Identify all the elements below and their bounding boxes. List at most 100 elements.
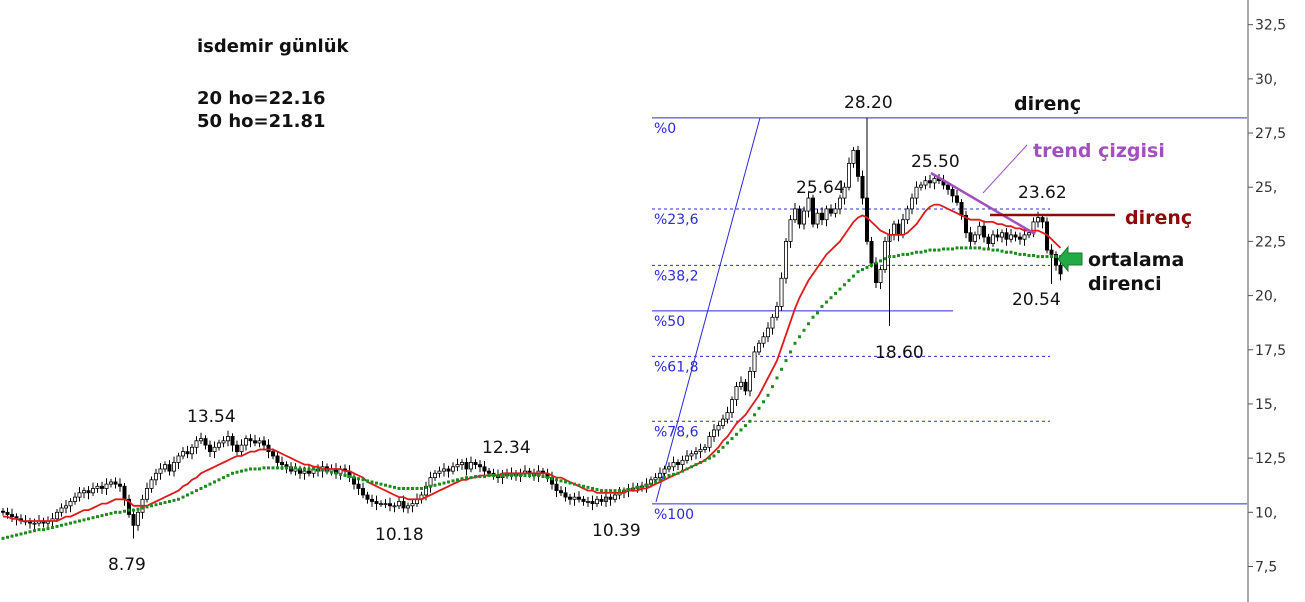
candle: [784, 238, 789, 284]
ma50-point: [384, 483, 387, 487]
candle-body: [914, 186, 919, 199]
candle-body: [739, 381, 744, 388]
ma50-point: [595, 488, 599, 492]
ma50-point: [195, 489, 198, 493]
candle: [383, 499, 388, 508]
candle: [554, 480, 559, 498]
ma50-point: [267, 466, 270, 470]
ma50-point: [240, 469, 243, 473]
ma50-point: [622, 489, 626, 493]
ma50-point: [937, 248, 941, 252]
ma50-point: [208, 482, 212, 486]
candle-body: [797, 208, 802, 225]
ma50-point: [276, 466, 279, 470]
candle: [374, 495, 379, 511]
candle-body: [878, 269, 883, 283]
candle: [842, 182, 847, 205]
candle: [261, 436, 266, 451]
candle-body: [1000, 232, 1005, 238]
candle-body: [590, 501, 595, 505]
price-label-18-60: 18.60: [875, 343, 924, 363]
ma50-point: [762, 400, 765, 404]
candle-body: [874, 262, 879, 283]
ma50-point: [285, 466, 288, 470]
ma50-point: [465, 476, 468, 480]
ma50-point: [739, 428, 743, 432]
candle-body: [725, 412, 730, 420]
price-label-10-39: 10.39: [592, 521, 641, 541]
ma50-point: [897, 253, 900, 257]
candle-body: [171, 462, 176, 472]
candle: [252, 434, 257, 447]
candle-body: [653, 477, 658, 481]
ma50-point: [213, 480, 216, 484]
candle-body: [1040, 217, 1045, 223]
ma50-point: [69, 521, 72, 525]
candle: [405, 502, 410, 514]
ma50-point: [325, 469, 329, 473]
resistance-label-mid: direnç: [1125, 207, 1192, 229]
ma50-point: [519, 473, 522, 477]
y-tick-label: 20,: [1255, 289, 1277, 305]
ma50-point: [942, 247, 945, 251]
ma50-point: [753, 413, 756, 417]
ma50-point: [726, 441, 729, 445]
candle: [878, 266, 883, 290]
candle: [964, 210, 969, 239]
ma50-point: [550, 477, 554, 481]
candle-body: [234, 444, 239, 453]
ma50-point: [811, 315, 815, 319]
ma50-point: [820, 304, 824, 308]
candle: [239, 439, 244, 456]
candle: [572, 492, 577, 506]
ma50-point: [838, 287, 842, 291]
ma50-point: [451, 479, 455, 483]
candle: [739, 376, 744, 390]
ma50-point: [55, 524, 59, 528]
candle-body: [486, 470, 491, 474]
ma50-point: [154, 503, 158, 507]
ma50-point: [523, 473, 527, 477]
candle-body: [162, 464, 167, 470]
ma50-point: [1027, 253, 1031, 257]
candle: [892, 220, 897, 241]
candle-body: [995, 234, 1000, 238]
ma50-point: [1000, 249, 1004, 253]
candle-body: [77, 492, 82, 498]
candle-body: [455, 464, 460, 468]
ma50-point: [676, 471, 680, 475]
ma50-point: [15, 533, 18, 537]
candle-body: [194, 440, 199, 448]
candle-body: [802, 210, 807, 225]
ma50-point: [222, 476, 225, 480]
ma50-point: [321, 468, 324, 472]
ma50-point: [460, 477, 464, 481]
candle-body: [905, 208, 910, 221]
ma50-point: [280, 466, 284, 470]
candle-body: [1009, 234, 1014, 240]
candle-body: [919, 184, 924, 188]
ma50-point: [136, 507, 140, 511]
candle: [680, 455, 685, 472]
y-tick-label: 17,5: [1255, 343, 1286, 359]
ma50-point: [663, 476, 666, 480]
ma50-point: [748, 419, 752, 423]
ma50-point: [991, 248, 995, 252]
candle-body: [667, 466, 672, 470]
ma50-point: [487, 473, 491, 477]
ma50-point: [19, 532, 23, 536]
candle: [68, 498, 73, 513]
ma50-point: [910, 251, 914, 255]
candle-body: [829, 208, 834, 214]
candle-body: [468, 462, 473, 470]
ma50-point: [712, 454, 716, 458]
ma50-point: [366, 479, 369, 483]
candle-body: [5, 511, 10, 515]
ma50-point: [105, 512, 108, 516]
candle: [761, 332, 766, 348]
candle-body: [856, 149, 861, 177]
ma-resistance-label-1: ortalama: [1088, 249, 1184, 271]
candle-body: [55, 511, 60, 520]
candle: [109, 478, 114, 488]
candle-body: [770, 316, 775, 329]
